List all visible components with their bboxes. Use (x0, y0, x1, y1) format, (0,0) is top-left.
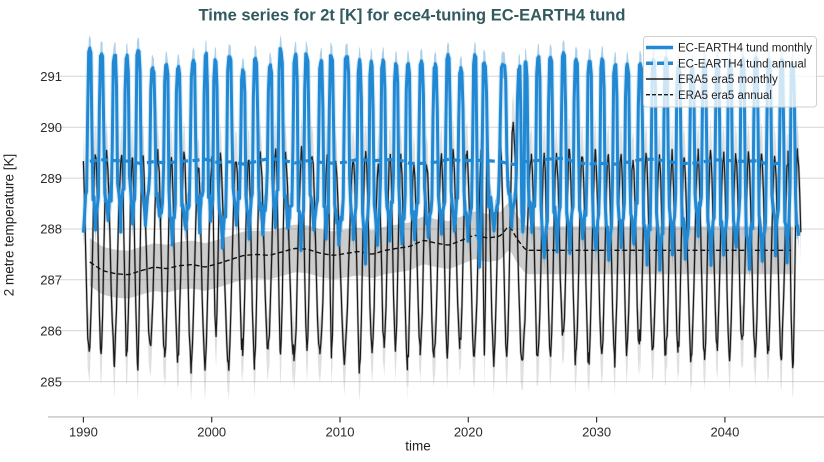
svg-text:286: 286 (40, 323, 62, 338)
svg-text:2 metre temperature [K]: 2 metre temperature [K] (2, 154, 17, 297)
svg-text:2030: 2030 (582, 425, 611, 440)
svg-text:2010: 2010 (326, 425, 355, 440)
svg-text:2000: 2000 (197, 425, 226, 440)
svg-text:290: 290 (40, 120, 62, 135)
svg-text:ERA5 era5 annual: ERA5 era5 annual (678, 90, 772, 102)
svg-text:285: 285 (40, 374, 62, 389)
svg-text:291: 291 (40, 69, 62, 84)
svg-text:2040: 2040 (710, 425, 739, 440)
svg-text:ERA5 era5 monthly: ERA5 era5 monthly (678, 74, 778, 86)
svg-text:time: time (405, 439, 431, 454)
svg-text:1990: 1990 (69, 425, 98, 440)
svg-text:EC-EARTH4 tund annual: EC-EARTH4 tund annual (678, 58, 806, 70)
svg-text:Time series for 2t [K] for ece: Time series for 2t [K] for ece4-tuning E… (199, 7, 626, 25)
svg-text:2020: 2020 (454, 425, 483, 440)
svg-text:287: 287 (40, 273, 62, 288)
svg-text:288: 288 (40, 222, 62, 237)
svg-text:289: 289 (40, 171, 62, 186)
svg-text:EC-EARTH4 tund monthly: EC-EARTH4 tund monthly (678, 43, 812, 55)
